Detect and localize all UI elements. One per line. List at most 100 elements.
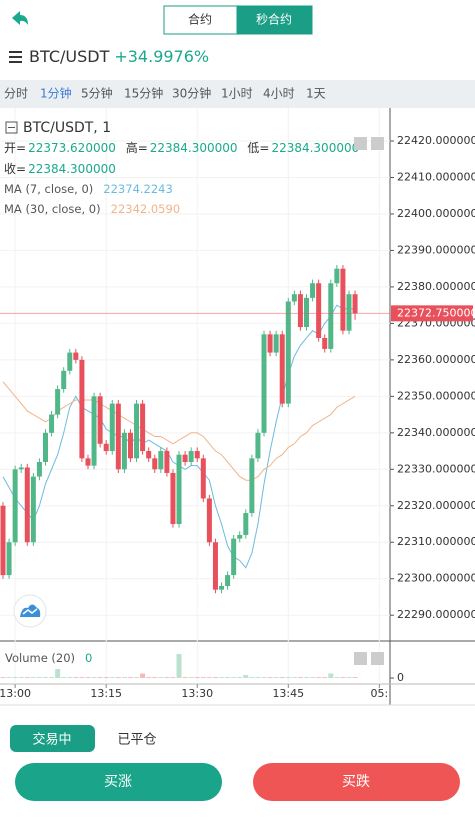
back-button[interactable]	[12, 11, 28, 25]
x-tick-label: 05:	[370, 687, 388, 700]
collapse-icon[interactable]	[5, 121, 18, 134]
interval[interactable]: 1分钟	[40, 86, 72, 101]
ohlc-line: 收= 22384.300000	[4, 162, 116, 176]
interval-list: 分时 1分钟 5分钟 15分钟 30分钟 1小时 4小时 1天	[4, 86, 326, 101]
candle-body	[273, 334, 279, 353]
volume-bar	[61, 677, 67, 678]
sell-button[interactable]	[253, 763, 460, 801]
menu-icon[interactable]	[9, 51, 22, 63]
volume-bar	[334, 677, 340, 678]
sell-label[interactable]: 买跌	[342, 774, 370, 790]
volume-bar	[127, 677, 133, 678]
legend-value: 22374.2243	[103, 182, 173, 196]
volume-bar	[0, 677, 6, 678]
legend-entry: MA (7, close, 0) 22374.2243	[4, 182, 173, 196]
interval[interactable]: 1天	[306, 87, 326, 101]
volume-bar	[91, 677, 97, 678]
candle-body	[304, 297, 309, 328]
interval[interactable]: 15分钟	[124, 86, 163, 101]
interval[interactable]: 1小时	[221, 87, 253, 101]
tab[interactable]	[163, 5, 238, 35]
candle-body	[243, 513, 249, 535]
legend-name: MA (7, close, 0)	[4, 182, 93, 196]
y-tick-label: 22350.000000	[397, 389, 475, 402]
interval[interactable]: 分时	[4, 87, 28, 101]
ohlc-key: 低=	[247, 141, 269, 155]
volume-bar	[304, 677, 309, 678]
volume-bar	[200, 677, 206, 678]
ohlc-value: 22384.300000	[28, 162, 116, 176]
volume-bar	[310, 677, 316, 678]
candle-body	[36, 461, 42, 477]
y-tick-label: 22340.000000	[397, 426, 475, 439]
interval-bar	[0, 80, 475, 108]
y-tick-label: 22330.000000	[397, 462, 475, 475]
candle-body	[121, 432, 127, 470]
volume-bar	[146, 677, 152, 678]
candle-body	[109, 403, 115, 452]
volume-bar	[18, 677, 24, 678]
pane-buttons[interactable]	[354, 137, 384, 665]
candle-body	[24, 467, 30, 543]
volume-legend: Volume (20) 0	[5, 651, 92, 665]
volume-bar	[182, 677, 188, 678]
volume-bar	[255, 677, 261, 678]
volume-bar	[237, 677, 243, 678]
candle-body	[140, 403, 146, 452]
interval[interactable]: 30分钟	[172, 86, 211, 101]
last-price-label: 22372.750000	[397, 306, 475, 319]
interval[interactable]: 5分钟	[81, 86, 113, 101]
candle-body	[91, 396, 97, 466]
y-tick-label: 22380.000000	[397, 280, 475, 293]
volume-bar	[322, 677, 328, 678]
candle-body	[12, 469, 18, 543]
volume-bar	[194, 677, 200, 678]
candle-body	[219, 586, 225, 590]
y-tick-label: 22390.000000	[397, 243, 475, 256]
order-tab-label[interactable]: 已平仓	[117, 733, 156, 748]
tab[interactable]	[236, 5, 313, 35]
candle-body	[249, 458, 255, 514]
ohlc-value: 22373.620000	[28, 141, 116, 155]
order-tab[interactable]	[10, 725, 95, 752]
candle-body	[340, 268, 346, 331]
tab-label[interactable]: 合约	[188, 12, 212, 27]
volume-bar	[6, 677, 12, 678]
logo[interactable]	[13, 594, 47, 628]
buy-button[interactable]	[15, 763, 222, 801]
interval[interactable]: 4小时	[263, 87, 295, 101]
candle-body	[212, 542, 218, 590]
candle-body	[322, 337, 328, 349]
y-tick-label: 22320.000000	[397, 499, 475, 512]
legend-value: 22342.0590	[111, 202, 181, 216]
last-price-box	[391, 305, 473, 322]
tab-label[interactable]: 秒合约	[256, 12, 292, 27]
volume-bar	[219, 677, 225, 678]
candle-body	[334, 268, 340, 284]
candle-body	[237, 534, 243, 539]
candle-body	[170, 472, 176, 525]
buy-label[interactable]: 买涨	[104, 774, 132, 790]
volume-bar	[36, 677, 42, 678]
y-tick-label: 22290.000000	[397, 608, 475, 621]
volume-bar	[291, 677, 297, 678]
candle-body	[200, 458, 206, 499]
volume-bar	[340, 677, 346, 678]
order-tab-label[interactable]: 交易中	[32, 732, 71, 748]
candle-body	[103, 443, 109, 452]
candle-body	[115, 403, 121, 470]
plot: 22420.000000 22410.000000 22400.000000 2239…	[0, 108, 475, 700]
candle-body	[134, 403, 140, 459]
y-tick-label: 22410.000000	[397, 170, 475, 183]
volume-bar	[231, 677, 237, 678]
volume-bar	[12, 677, 18, 678]
candle-body	[352, 294, 358, 314]
candle-body	[297, 294, 303, 328]
y-tick-label: 22400.000000	[397, 207, 475, 220]
volume-bar	[109, 677, 115, 678]
candle-body	[42, 432, 48, 462]
volume-bar	[170, 677, 176, 678]
ohlc-key: 开=	[4, 141, 26, 155]
candle-body	[310, 283, 316, 298]
